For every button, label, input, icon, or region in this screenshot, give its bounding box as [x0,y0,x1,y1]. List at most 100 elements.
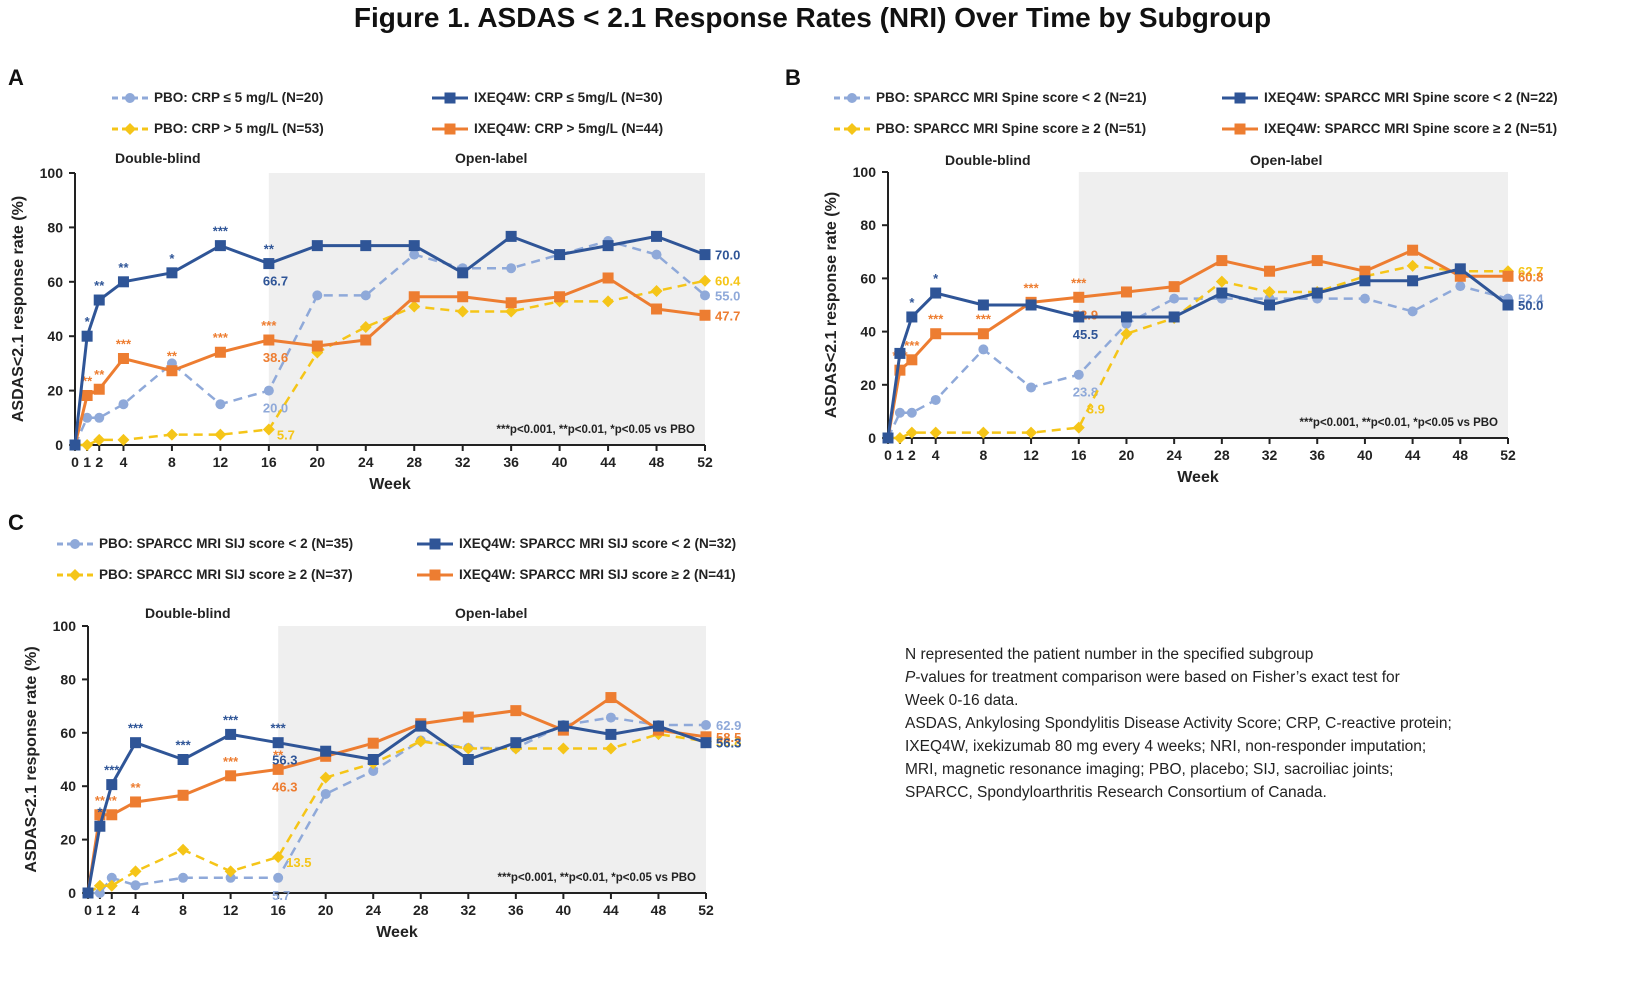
data-point [605,692,617,704]
data-point [360,334,372,346]
legend-marker-icon [847,92,857,103]
data-point [359,320,372,333]
legend-marker-icon [124,122,136,135]
significance-marker: ** [118,260,129,275]
y-tick-label: 20 [60,832,76,848]
legend-marker-icon [69,568,81,581]
x-tick-label: 28 [413,902,429,918]
data-point [225,770,237,782]
data-point [930,328,942,340]
data-point [106,872,117,883]
data-point [272,737,284,749]
legend-item: PBO: SPARCC MRI SIJ score < 2 (N=35) [55,536,353,551]
data-point [82,412,93,423]
x-tick-label: 36 [1309,447,1325,463]
panel-letter: C [8,510,24,535]
x-tick-label: 4 [132,902,140,918]
significance-marker: ** [264,242,275,257]
data-point [82,887,94,899]
x-tick-label: 52 [698,902,714,918]
data-point [262,423,275,436]
series-ixe-low: 70.066.7*********** [69,224,740,451]
legend-marker-icon [70,538,80,549]
legend-item: PBO: SPARCC MRI Spine score < 2 (N=21) [832,90,1147,105]
legend-label: PBO: CRP > 5 mg/L (N=53) [154,121,324,136]
legend-item: IXEQ4W: SPARCC MRI SIJ score < 2 (N=32) [415,536,736,551]
data-point [214,346,226,358]
data-point [604,742,617,755]
data-point [894,364,906,376]
data-point [367,754,379,765]
open-label-region [1078,172,1508,438]
x-tick-label: 2 [908,447,916,463]
data-point [509,742,522,755]
legend-item: PBO: CRP > 5 mg/L (N=53) [110,121,324,136]
x-tick-label: 24 [1166,447,1182,463]
legend-marker-icon [429,538,441,549]
data-point [1407,306,1418,317]
y-tick-label: 0 [55,437,63,453]
end-value-label: 62.9 [716,718,741,733]
data-point [94,888,105,898]
y-tick-label: 60 [47,274,63,290]
data-point [69,439,81,451]
end-value-label: 55.0 [715,288,740,303]
data-point [1264,299,1276,311]
x-tick-label: 48 [1453,447,1469,463]
x-tick-label: 0 [884,447,892,463]
significance-marker: *** [116,337,132,352]
data-point [272,850,285,863]
legend-swatch-icon [57,568,93,581]
open-label-region [278,626,706,893]
data-point [408,300,421,313]
data-point [1216,287,1228,299]
data-point [505,297,517,309]
significance-marker: ** [273,747,284,762]
series-line [73,276,706,446]
data-point [652,720,664,732]
legend-item: PBO: CRP ≤ 5 mg/L (N=20) [110,90,323,105]
data-point [506,263,517,274]
end-value-label: 56.8 [716,734,741,749]
x-tick-label: 1 [83,454,91,470]
data-point [605,728,617,740]
significance-marker: *** [175,738,191,753]
series-line [86,696,707,894]
data-point [1502,299,1514,311]
data-point [118,399,129,410]
data-point [1025,299,1037,311]
data-point [1120,286,1132,298]
series-line [86,724,707,894]
data-point [462,754,474,765]
data-point [699,309,711,321]
data-point [930,287,942,299]
week16-value-label: 13.5 [286,855,311,870]
data-point [893,432,906,444]
data-point [320,788,331,799]
legend-label: PBO: SPARCC MRI Spine score ≥ 2 (N=51) [876,121,1147,136]
data-point [699,249,711,261]
data-point [557,720,569,732]
legend-label: PBO: SPARCC MRI SIJ score ≥ 2 (N=37) [99,567,353,582]
data-point [605,712,616,723]
data-point [1025,426,1038,439]
data-point [929,426,942,439]
footnote-line: Week 0-16 data. [905,692,1019,709]
data-point [602,240,614,252]
data-point [415,720,427,732]
data-point [368,765,379,776]
x-tick-label: 16 [270,902,286,918]
data-point [409,249,420,260]
week16-value-label: 45.5 [1073,327,1098,342]
x-tick-label: 52 [697,454,713,470]
data-point [505,230,517,242]
data-point [214,240,226,252]
x-tick-label: 20 [1119,447,1135,463]
series-line [886,284,1509,439]
data-point [263,258,275,270]
y-tick-label: 80 [860,217,876,233]
legend-swatch-icon [417,538,453,549]
y-tick-label: 0 [68,885,76,901]
data-point [408,291,420,303]
data-point [1455,281,1466,292]
